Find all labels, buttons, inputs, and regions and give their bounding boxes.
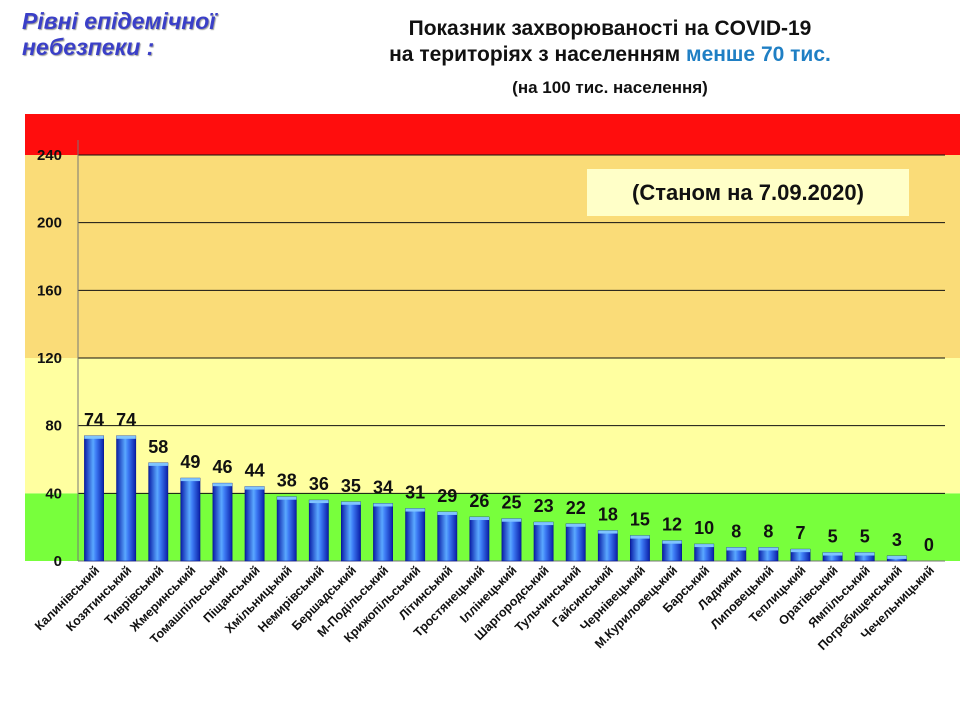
data-label: 23 [534, 496, 554, 516]
bar [276, 496, 297, 562]
data-label: 34 [373, 477, 393, 497]
bar [662, 540, 682, 562]
data-label: 31 [405, 483, 425, 503]
data-label: 12 [662, 515, 682, 535]
data-label: 25 [501, 493, 521, 513]
data-label: 5 [828, 527, 838, 547]
bar-top [694, 544, 714, 548]
data-label: 3 [892, 530, 902, 550]
chart-title: Показник захворюваності на COVID-19 на т… [300, 16, 920, 68]
bar [630, 535, 650, 562]
y-tick-label: 200 [37, 215, 62, 232]
danger-levels-title: Рівні епідемічної небезпеки : [22, 8, 216, 60]
bar [308, 499, 329, 562]
bar-top [180, 478, 201, 482]
data-label: 29 [437, 486, 457, 506]
bar [373, 503, 393, 562]
chart-title-highlight: менше 70 тис. [686, 43, 831, 66]
bar [437, 511, 458, 562]
chart-subtitle: (на 100 тис. населення) [512, 78, 708, 97]
bar-top [309, 500, 329, 504]
bar-top [341, 501, 361, 505]
bar-top [405, 508, 425, 512]
data-label: 26 [469, 491, 489, 511]
bar [565, 523, 586, 562]
data-label: 8 [763, 521, 773, 541]
y-tick-label: 240 [37, 147, 62, 164]
bar-top [501, 518, 522, 522]
bar [405, 508, 426, 562]
bar-top [726, 547, 746, 551]
y-tick-label: 0 [54, 553, 62, 570]
data-label: 35 [341, 476, 361, 496]
data-label: 49 [180, 452, 200, 472]
bar-top [84, 435, 104, 439]
bar-top [244, 486, 265, 490]
bar [341, 501, 361, 562]
bar-top [116, 435, 136, 439]
chart-title-line1: Показник захворюваності на COVID-19 [408, 17, 812, 40]
data-label: 22 [566, 498, 586, 518]
bar-top [790, 549, 811, 553]
data-label: 46 [212, 457, 232, 477]
bar-top [469, 517, 490, 521]
bar [244, 486, 265, 562]
bar-top [437, 511, 457, 515]
bar [597, 530, 618, 562]
data-label: 15 [630, 510, 650, 530]
bar-top [598, 530, 618, 534]
data-label: 8 [731, 521, 741, 541]
y-tick-label: 160 [37, 282, 62, 299]
chart-title-line2: на територіях з населенням менше 70 тис. [300, 42, 920, 68]
data-label: 38 [277, 471, 297, 491]
data-label: 18 [598, 505, 618, 525]
bar [116, 435, 137, 562]
data-label: 5 [860, 527, 870, 547]
bar-top [148, 462, 168, 466]
chart-title-line2-prefix: на територіях з населенням [389, 43, 687, 66]
bar-top [373, 503, 393, 507]
bar-top [277, 496, 297, 500]
data-label: 44 [245, 461, 265, 481]
y-tick-label: 40 [45, 485, 62, 502]
data-label: 10 [694, 518, 714, 538]
data-label: 7 [795, 523, 805, 543]
bar-top [662, 540, 682, 544]
bar [533, 521, 554, 562]
data-label: 36 [309, 474, 329, 494]
bar [148, 462, 169, 562]
bar [180, 477, 201, 562]
bar-top [887, 555, 907, 559]
bar-top [822, 552, 843, 556]
bar-top [566, 523, 586, 527]
bar-top [855, 552, 875, 556]
date-note: (Станом на 7.09.2020) [587, 169, 909, 216]
y-tick-label: 80 [45, 418, 62, 435]
bar [501, 518, 522, 562]
data-label: 74 [116, 410, 136, 430]
bar-top [212, 483, 233, 487]
data-label: 0 [924, 535, 934, 555]
y-tick-label: 120 [37, 350, 62, 367]
data-label: 74 [84, 410, 104, 430]
bar-top [533, 522, 554, 526]
zone-red [25, 114, 960, 155]
bar [469, 516, 490, 562]
bar-top [758, 547, 779, 551]
data-label: 58 [148, 437, 168, 457]
bar [84, 435, 104, 562]
bar [212, 482, 233, 562]
bar-top [630, 535, 650, 539]
